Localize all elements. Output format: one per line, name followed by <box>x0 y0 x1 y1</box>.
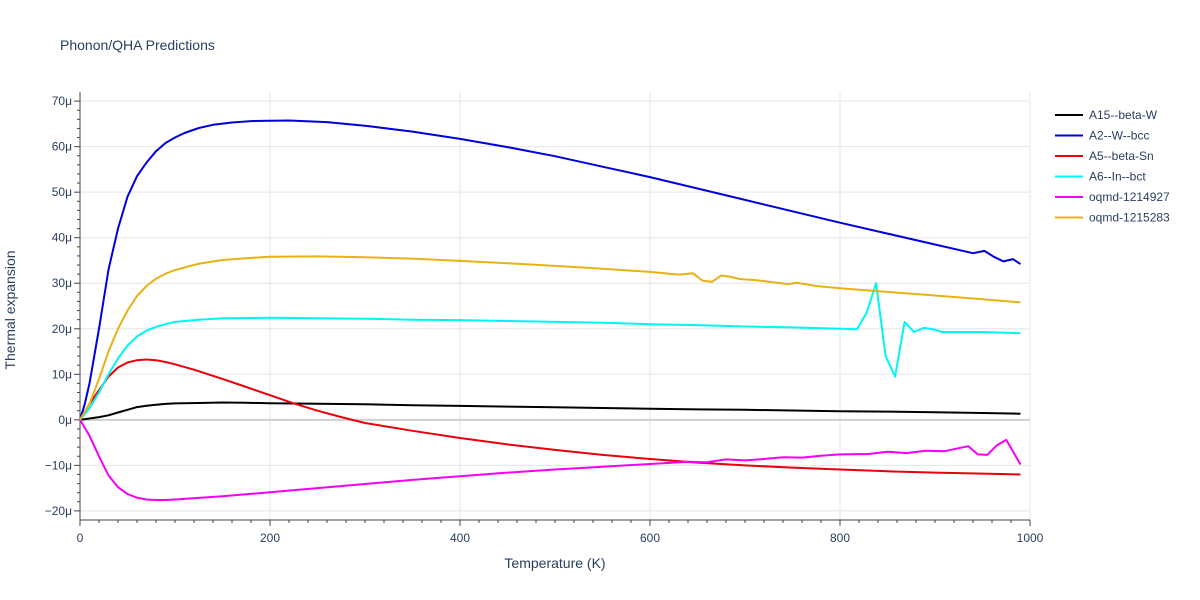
legend-label: oqmd-1215283 <box>1089 211 1170 225</box>
series-lines <box>79 119 1022 501</box>
y-tick-label: 60μ <box>52 140 72 154</box>
legend-item[interactable]: A2--W--bcc <box>1055 129 1149 143</box>
legend-item[interactable]: A5--beta-Sn <box>1055 149 1154 163</box>
x-tick-label: 400 <box>450 531 470 545</box>
legend-item[interactable]: A6--In--bct <box>1055 170 1146 184</box>
grid <box>80 92 1031 520</box>
legend-label: A2--W--bcc <box>1089 129 1149 143</box>
y-tick-label: 30μ <box>52 276 72 290</box>
y-tick-label: −20μ <box>45 504 72 518</box>
legend-label: oqmd-1214927 <box>1089 190 1170 204</box>
x-tick-label: 200 <box>260 531 280 545</box>
y-tick-label: 0μ <box>58 413 72 427</box>
chart-title: Phonon/QHA Predictions <box>60 37 215 53</box>
y-tick-label: 70μ <box>52 94 72 108</box>
y-tick-label: 20μ <box>52 322 72 336</box>
legend-label: A5--beta-Sn <box>1089 149 1154 163</box>
legend-item[interactable]: oqmd-1214927 <box>1055 190 1170 204</box>
y-tick-label: 50μ <box>52 185 72 199</box>
series-line-oqmd-1214927 <box>79 419 1022 501</box>
tick-labels: 0 200 400 600 800 1000 −20μ −10μ 0μ 10μ 20μ 30μ 40μ 5… <box>45 94 1044 545</box>
series-line-A2--W--bcc <box>79 119 1022 421</box>
x-tick-label: 800 <box>830 531 850 545</box>
series-line-A15--beta-W <box>79 401 1021 421</box>
series-line-A6--In--bct <box>79 282 1021 421</box>
x-axis-label: Temperature (K) <box>504 555 605 571</box>
legend-label: A6--In--bct <box>1089 170 1146 184</box>
y-tick-label: −10μ <box>45 458 72 472</box>
x-tick-label: 1000 <box>1017 531 1044 545</box>
y-tick-label: 10μ <box>52 367 72 381</box>
series-line-oqmd-1215283 <box>79 255 1021 421</box>
x-tick-label: 0 <box>77 531 84 545</box>
legend-label: A15--beta-W <box>1089 108 1158 122</box>
legend-item[interactable]: A15--beta-W <box>1055 108 1158 122</box>
x-tick-label: 600 <box>640 531 660 545</box>
y-axis-label: Thermal expansion <box>2 250 18 369</box>
legend[interactable]: A15--beta-W A2--W--bcc A5--beta-Sn A6--In--… <box>1055 108 1170 225</box>
y-tick-label: 40μ <box>52 231 72 245</box>
legend-item[interactable]: oqmd-1215283 <box>1055 211 1170 225</box>
series-line-A5--beta-Sn <box>79 358 1021 476</box>
